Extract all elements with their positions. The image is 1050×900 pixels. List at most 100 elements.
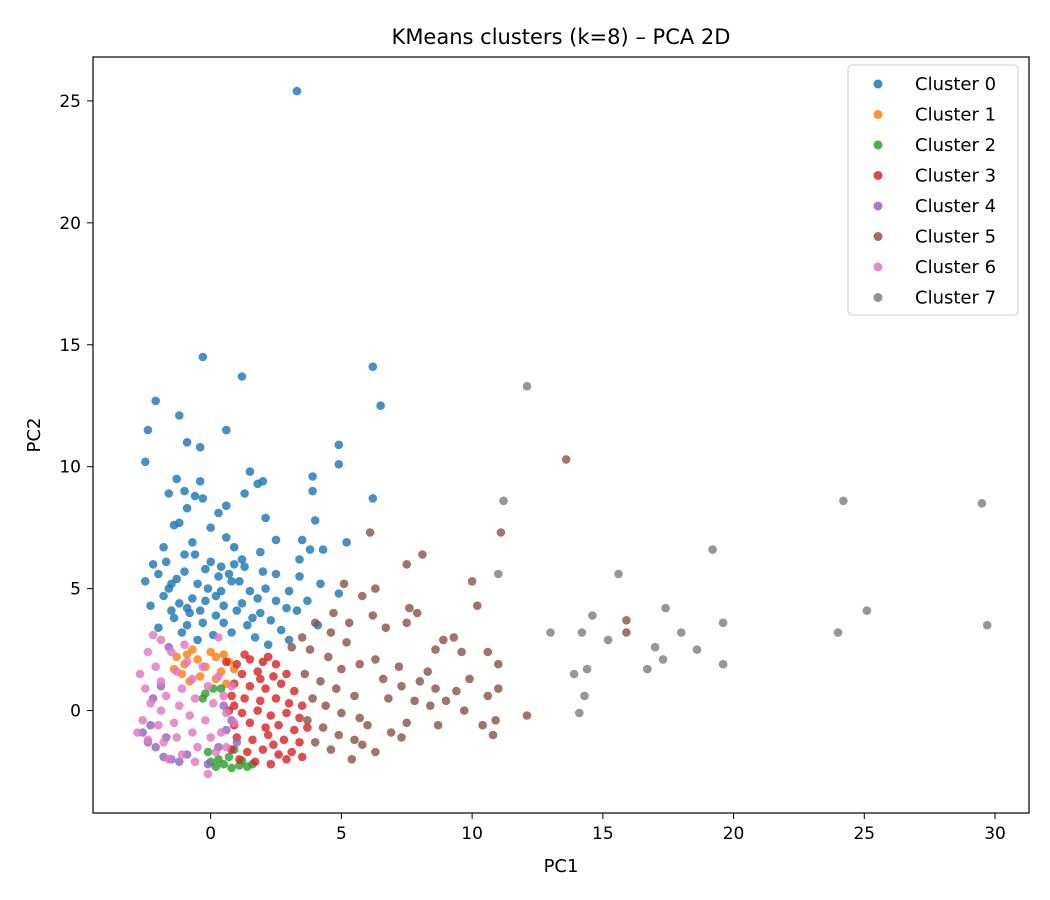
legend-marker-cluster-2 (873, 140, 883, 150)
x-tick-label: 15 (592, 824, 614, 844)
cluster-6-point (133, 728, 142, 737)
cluster-2-point (227, 763, 236, 773)
cluster-3-point (237, 708, 247, 718)
cluster-5-point (402, 560, 412, 569)
cluster-5-point (426, 701, 435, 710)
cluster-7-point (718, 618, 728, 628)
cluster-5-point (337, 708, 346, 718)
cluster-0-point (255, 547, 265, 557)
cluster-6-point (177, 684, 187, 693)
cluster-5-point (465, 674, 474, 684)
cluster-7-point (603, 635, 613, 645)
cluster-5-point (488, 730, 498, 740)
cluster-6-point (188, 728, 197, 737)
cluster-6-point (177, 750, 187, 759)
cluster-0-point (193, 635, 202, 645)
cluster-0-point (310, 516, 320, 525)
cluster-5-point (449, 633, 459, 642)
cluster-5-point (300, 669, 310, 679)
cluster-0-point (175, 599, 184, 608)
cluster-6-point (203, 769, 213, 779)
legend-marker-cluster-0 (873, 79, 883, 89)
cluster-3-point (266, 711, 276, 720)
cluster-5-point (371, 655, 380, 664)
cluster-0-point (263, 640, 273, 649)
cluster-6-point (206, 733, 215, 742)
x-tick-label: 30 (984, 824, 1006, 844)
cluster-0-point (271, 569, 281, 579)
cluster-3-point (271, 659, 281, 669)
cluster-0-point (227, 577, 236, 586)
cluster-0-point (154, 623, 163, 632)
cluster-5-point (467, 577, 477, 586)
cluster-6-point (201, 716, 210, 725)
cluster-2-point (224, 752, 234, 762)
cluster-0-point (295, 555, 304, 564)
cluster-5-point (358, 740, 367, 749)
cluster-0-point (154, 569, 163, 579)
y-axis-label: PC2 (24, 418, 45, 453)
cluster-3-point (258, 745, 268, 754)
cluster-5-point (384, 694, 393, 703)
y-tick-label: 25 (59, 92, 81, 112)
cluster-0-point (224, 569, 234, 579)
x-axis: 0 5 10 15 20 25 30 (205, 813, 1006, 844)
cluster-6-point (138, 716, 147, 725)
plot-area (92, 56, 1030, 814)
cluster-1-point (206, 647, 215, 657)
cluster-0-point (141, 577, 150, 586)
cluster-0-point (368, 494, 378, 503)
cluster-0-point (253, 594, 262, 603)
cluster-0-point (237, 599, 247, 608)
cluster-4-point (175, 757, 184, 767)
cluster-5-point (350, 691, 359, 701)
cluster-0-point (159, 591, 168, 601)
cluster-6-point (141, 684, 150, 693)
cluster-5-point (439, 635, 448, 645)
cluster-0-point (190, 550, 200, 559)
cluster-0-point (276, 625, 286, 635)
cluster-3-point (269, 672, 278, 681)
cluster-0-point (292, 606, 302, 615)
cluster-3-point (295, 713, 304, 723)
legend-label-cluster-5: Cluster 5 (915, 227, 996, 248)
cluster-5-point (622, 628, 631, 637)
cluster-5-point (305, 645, 315, 654)
x-tick-label: 0 (205, 824, 216, 844)
cluster-5-point (491, 716, 500, 725)
cluster-6-point (154, 720, 163, 730)
cluster-0-point (253, 479, 262, 489)
cluster-7-point (575, 708, 584, 718)
cluster-7-point (580, 691, 589, 701)
cluster-0-point (198, 494, 208, 503)
cluster-3-point (240, 650, 249, 659)
cluster-5-point (378, 674, 388, 684)
cluster-0-point (219, 601, 228, 610)
cluster-0-point (243, 620, 252, 630)
cluster-5-point (297, 633, 307, 642)
cluster-7-point (494, 569, 503, 579)
cluster-3-point (263, 730, 273, 740)
cluster-0-point (188, 538, 197, 547)
cluster-0-point (235, 577, 244, 586)
cluster-6-point (175, 701, 184, 710)
cluster-6-point (146, 699, 155, 708)
cluster-6-point (156, 706, 166, 715)
cluster-7-point (582, 664, 592, 674)
cluster-0-point (308, 472, 317, 481)
cluster-7-point (546, 628, 555, 637)
cluster-5-point (415, 677, 425, 686)
cluster-1-point (219, 650, 228, 659)
cluster-5-point (431, 684, 440, 693)
cluster-6-point (159, 738, 168, 747)
cluster-5-point (316, 677, 325, 686)
cluster-0-point (368, 362, 378, 372)
cluster-0-point (229, 542, 239, 552)
cluster-0-point (143, 425, 153, 435)
cluster-0-point (185, 608, 194, 618)
cluster-0-point (146, 601, 155, 610)
cluster-0-point (282, 603, 291, 613)
cluster-0-point (292, 86, 302, 96)
cluster-0-point (334, 460, 344, 469)
cluster-6-point (216, 728, 226, 737)
